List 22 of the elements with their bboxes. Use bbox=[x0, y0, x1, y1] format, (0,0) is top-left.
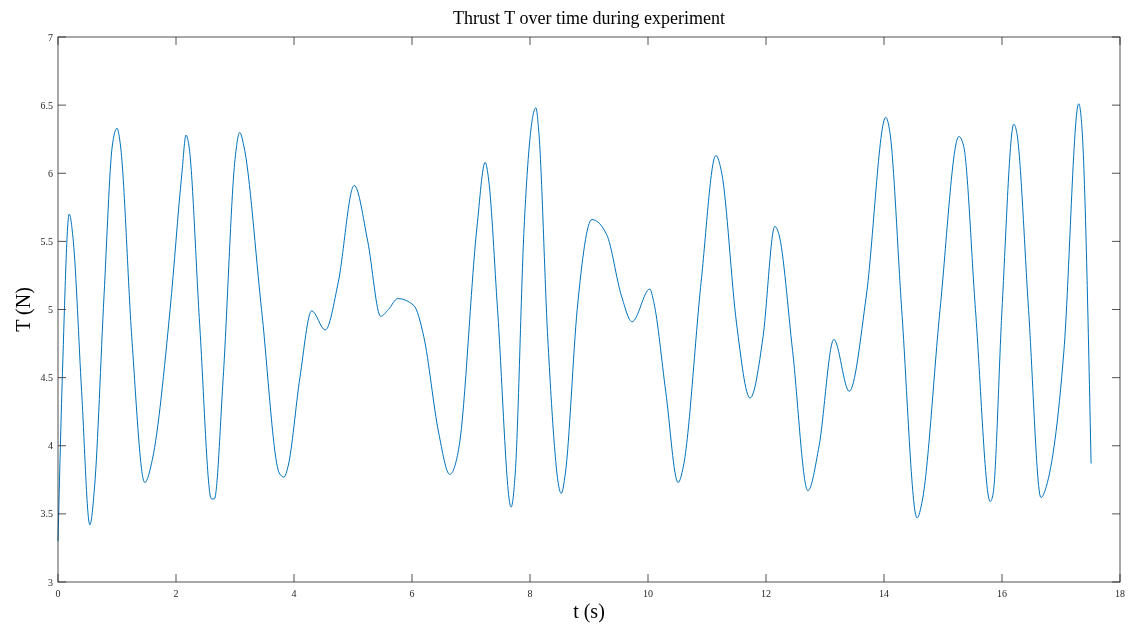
x-tick-label: 16 bbox=[997, 588, 1007, 599]
x-tick-label: 4 bbox=[291, 588, 297, 599]
y-tick-label: 6 bbox=[48, 167, 53, 179]
y-tick-label: 3 bbox=[48, 576, 53, 588]
x-tick-label: 18 bbox=[1115, 588, 1125, 599]
x-tick-label: 10 bbox=[643, 588, 653, 599]
y-axis-title: T (N) bbox=[12, 287, 35, 332]
y-tick-label: 5 bbox=[48, 304, 53, 315]
x-tick-label: 2 bbox=[173, 588, 179, 599]
x-tick-label: 0 bbox=[55, 588, 61, 599]
y-tick-label: 3.5 bbox=[40, 508, 53, 520]
x-tick-label: 14 bbox=[879, 588, 889, 599]
y-tick-label: 7 bbox=[48, 31, 53, 43]
y-tick-label: 4.5 bbox=[40, 372, 53, 384]
x-tick-label: 12 bbox=[761, 588, 771, 599]
x-axis-title: t (s) bbox=[573, 600, 605, 623]
x-tick-label: 6 bbox=[409, 588, 415, 599]
x-tick-label: 8 bbox=[527, 588, 533, 599]
y-tick-label: 5.5 bbox=[40, 235, 53, 247]
y-tick-label: 4 bbox=[48, 440, 53, 452]
chart-title: Thrust T over time during experiment bbox=[453, 8, 725, 28]
y-tick-label: 6.5 bbox=[40, 99, 53, 111]
